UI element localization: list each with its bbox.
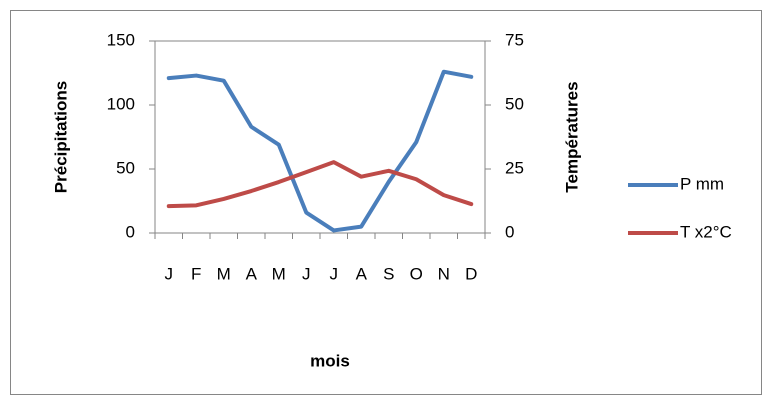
x-axis-label: mois [310, 351, 350, 370]
legend-label: P mm [680, 174, 724, 193]
x-tick-label: S [383, 264, 394, 283]
y-axis-label: Précipitations [51, 81, 70, 193]
y-tick-label: 50 [116, 158, 135, 177]
x-tick-label: F [191, 264, 201, 283]
chart-border [10, 10, 762, 395]
y2-tick-label: 75 [505, 30, 524, 49]
y-tick-label: 0 [126, 222, 135, 241]
y2-tick-label: 0 [505, 222, 514, 241]
x-tick-label: N [438, 264, 450, 283]
y2-axis-label: Températures [562, 81, 581, 192]
series-line [166, 69, 474, 233]
x-tick-label: M [272, 264, 286, 283]
x-tick-label: J [165, 264, 174, 283]
legend-label: T x2°C [680, 222, 732, 241]
x-tick-label: D [465, 264, 477, 283]
x-tick-label: O [410, 264, 423, 283]
x-tick-label: A [246, 264, 258, 283]
y-tick-label: 100 [107, 94, 135, 113]
x-tick-label: M [217, 264, 231, 283]
x-tick-label: A [356, 264, 368, 283]
y2-tick-label: 25 [505, 158, 524, 177]
x-tick-label: J [302, 264, 311, 283]
y2-tick-label: 50 [505, 94, 524, 113]
x-tick-label: J [330, 264, 339, 283]
series-line [166, 160, 474, 209]
y-tick-label: 150 [107, 30, 135, 49]
